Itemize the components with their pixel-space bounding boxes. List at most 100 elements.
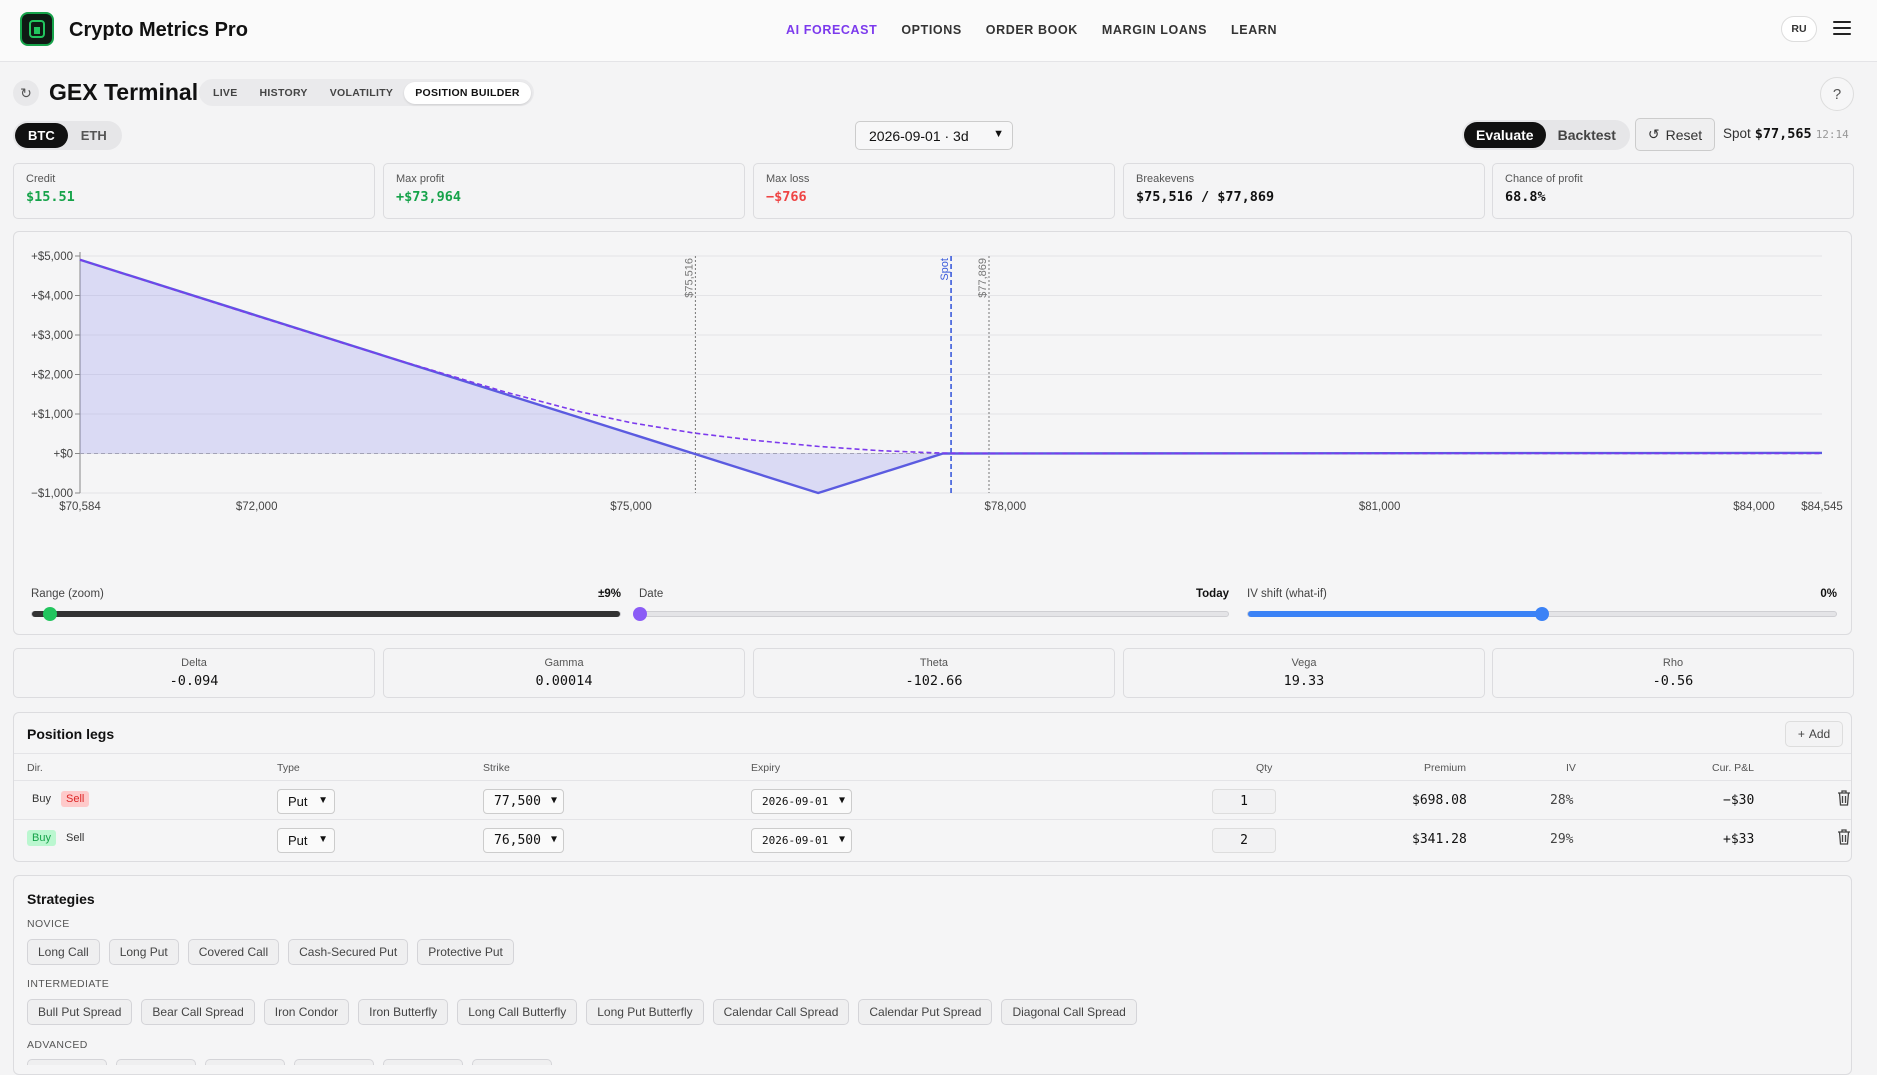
qty-input[interactable]: 1 xyxy=(1212,789,1276,814)
type-select[interactable]: Put ▼ xyxy=(277,789,335,814)
strategy-chip[interactable] xyxy=(27,1059,107,1065)
greek-value: -0.094 xyxy=(169,673,219,689)
breakevens-card: Breakevens $75,516 / $77,869 xyxy=(1123,163,1485,219)
card-label: Max profit xyxy=(396,173,445,185)
add-leg-button[interactable]: + Add xyxy=(1785,721,1843,747)
strategy-chip[interactable]: Covered Call xyxy=(187,939,280,965)
slider-thumb[interactable] xyxy=(1535,607,1549,621)
strategy-chip[interactable] xyxy=(116,1059,196,1065)
strategy-chip[interactable]: Long Put Butterfly xyxy=(586,999,704,1025)
date-slider[interactable]: Date Today xyxy=(633,588,1229,621)
strategy-chip[interactable]: Long Put xyxy=(108,939,179,965)
advanced-strategies xyxy=(27,1059,552,1065)
greek-label: Rho xyxy=(1662,657,1684,669)
slider-thumb[interactable] xyxy=(633,607,647,621)
expiry-leg-select[interactable]: 2026-09-01 ▼ xyxy=(751,828,852,853)
tab-position-builder[interactable]: POSITION BUILDER xyxy=(404,81,531,104)
slider-track[interactable] xyxy=(31,607,621,621)
trash-icon[interactable] xyxy=(1837,829,1851,845)
strategy-chip[interactable]: Calendar Put Spread xyxy=(858,999,993,1025)
col-premium: Premium xyxy=(1424,762,1467,774)
type-select[interactable]: Put ▼ xyxy=(277,828,335,853)
tab-history[interactable]: HISTORY xyxy=(259,86,308,99)
expiry-select[interactable]: 2026-09-01 · 3d ▼ xyxy=(855,121,1013,150)
y-tick-label: +$2,000 xyxy=(31,370,73,382)
greek-rho: Rho -0.56 xyxy=(1492,648,1854,698)
slider-value: 0% xyxy=(1820,588,1837,600)
backtest-button[interactable]: Backtest xyxy=(1557,127,1616,143)
intermediate-strategies: Bull Put Spread Bear Call Spread Iron Co… xyxy=(27,999,1137,1025)
strategy-chip[interactable]: Iron Condor xyxy=(263,999,350,1025)
main-nav: AI FORECAST OPTIONS ORDER BOOK MARGIN LO… xyxy=(786,23,1277,37)
chevron-down-icon: ▼ xyxy=(550,834,557,845)
chevron-down-icon: ▼ xyxy=(318,795,328,806)
spot-label: Spot xyxy=(939,258,951,281)
nav-learn[interactable]: LEARN xyxy=(1231,23,1278,37)
nav-ai-forecast[interactable]: AI FORECAST xyxy=(786,23,878,37)
greek-value: 0.00014 xyxy=(535,673,593,689)
nav-options[interactable]: OPTIONS xyxy=(901,23,962,37)
asset-btc-button[interactable]: BTC xyxy=(15,123,68,148)
brand-name[interactable]: Crypto Metrics Pro xyxy=(69,19,248,41)
strategy-chip[interactable] xyxy=(205,1059,285,1065)
strategy-chip[interactable]: Bear Call Spread xyxy=(141,999,255,1025)
payoff-area-fill xyxy=(80,259,1822,493)
position-legs-panel: Position legs + Add Dir. Type Strike Exp… xyxy=(13,712,1852,862)
slider-thumb[interactable] xyxy=(42,607,57,621)
strategy-chip[interactable]: Bull Put Spread xyxy=(27,999,133,1025)
strategy-chip[interactable]: Calendar Call Spread xyxy=(712,999,850,1025)
strike-value: 76,500 xyxy=(494,833,541,848)
iv-value: 28% xyxy=(1550,793,1574,808)
plus-icon: + xyxy=(1797,727,1805,741)
sell-toggle[interactable]: Sell xyxy=(66,832,85,844)
nav-margin-loans[interactable]: MARGIN LOANS xyxy=(1101,23,1208,37)
strike-select[interactable]: 77,500 ▼ xyxy=(483,789,564,814)
chevron-down-icon: ▼ xyxy=(838,834,845,845)
strategy-chip[interactable]: Protective Put xyxy=(417,939,514,965)
strike-select[interactable]: 76,500 ▼ xyxy=(483,828,564,853)
slider-fill xyxy=(1248,611,1542,617)
sell-toggle[interactable]: Sell xyxy=(61,791,90,807)
trash-icon[interactable] xyxy=(1837,790,1851,806)
greek-value: 19.33 xyxy=(1283,673,1325,689)
max-profit-card: Max profit +$73,964 xyxy=(383,163,745,219)
chevron-down-icon: ▼ xyxy=(838,795,845,806)
range-zoom-slider[interactable]: Range (zoom) ±9% xyxy=(31,588,621,621)
type-value: Put xyxy=(288,794,308,809)
x-tick-label: $72,000 xyxy=(236,501,278,513)
strategy-chip[interactable]: Long Call xyxy=(27,939,100,965)
slider-track[interactable] xyxy=(633,607,1229,621)
slider-track[interactable] xyxy=(1247,607,1837,621)
strategy-chip[interactable] xyxy=(472,1059,552,1065)
tab-live[interactable]: LIVE xyxy=(213,86,238,99)
expiry-leg-select[interactable]: 2026-09-01 ▼ xyxy=(751,789,852,814)
breakeven-label: $77,869 xyxy=(977,258,989,298)
pnl-value: −$30 xyxy=(1723,793,1755,808)
iv-shift-slider[interactable]: IV shift (what-if) 0% xyxy=(1247,588,1837,621)
top-navbar: Crypto Metrics Pro AI FORECAST OPTIONS O… xyxy=(0,0,1877,62)
asset-eth-button[interactable]: ETH xyxy=(80,128,107,143)
buy-toggle[interactable]: Buy xyxy=(27,830,56,846)
buy-toggle[interactable]: Buy xyxy=(32,793,51,805)
strategy-chip[interactable]: Diagonal Call Spread xyxy=(1001,999,1137,1025)
leg-row: Buy Sell Put ▼ 76,500 ▼ 2026-09-01 ▼ 2 $341… xyxy=(14,820,1851,859)
payoff-chart[interactable]: +$5,000 +$4,000 +$3,000 +$2,000 +$1,000 +$0 −$… xyxy=(14,232,1853,572)
strategy-chip[interactable] xyxy=(383,1059,463,1065)
tab-volatility[interactable]: VOLATILITY xyxy=(329,86,394,99)
refresh-icon[interactable]: ↻ xyxy=(13,80,39,106)
help-icon[interactable]: ? xyxy=(1820,77,1854,111)
language-switch[interactable]: RU xyxy=(1781,16,1817,42)
expiry-leg-value: 2026-09-01 xyxy=(762,834,829,847)
logo-icon[interactable] xyxy=(20,12,54,46)
hamburger-menu-icon[interactable] xyxy=(1833,21,1851,35)
evaluate-button[interactable]: Evaluate xyxy=(1464,122,1546,148)
reset-button[interactable]: ↺ Reset xyxy=(1635,118,1715,151)
strategy-chip[interactable]: Long Call Butterfly xyxy=(457,999,578,1025)
col-qty: Qty xyxy=(1256,762,1273,774)
strategy-chip[interactable]: Iron Butterfly xyxy=(358,999,449,1025)
greek-label: Theta xyxy=(919,657,949,669)
strategy-chip[interactable]: Cash-Secured Put xyxy=(288,939,409,965)
qty-input[interactable]: 2 xyxy=(1212,828,1276,853)
strategy-chip[interactable] xyxy=(294,1059,374,1065)
nav-order-book[interactable]: ORDER BOOK xyxy=(985,23,1078,37)
